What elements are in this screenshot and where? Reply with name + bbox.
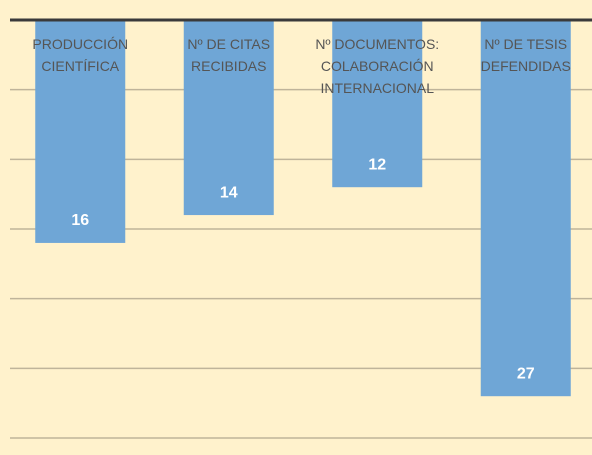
category-label: PRODUCCIÓN CIENTÍFICA [32,36,129,74]
value-label: 27 [517,365,535,382]
bar [35,20,126,243]
category-label: Nº DOCUMENTOS: COLABORACIÓN INTERNACIONA… [315,36,440,96]
value-label: 16 [71,212,89,229]
bar [480,20,571,397]
category-label: Nº DE CITAS RECIBIDAS [187,36,271,74]
category-label: Nº DE TESIS DEFENDIDAS [480,36,571,74]
value-label: 12 [368,156,386,173]
bar [332,20,423,188]
value-label: 14 [220,184,238,201]
bar [183,20,274,216]
